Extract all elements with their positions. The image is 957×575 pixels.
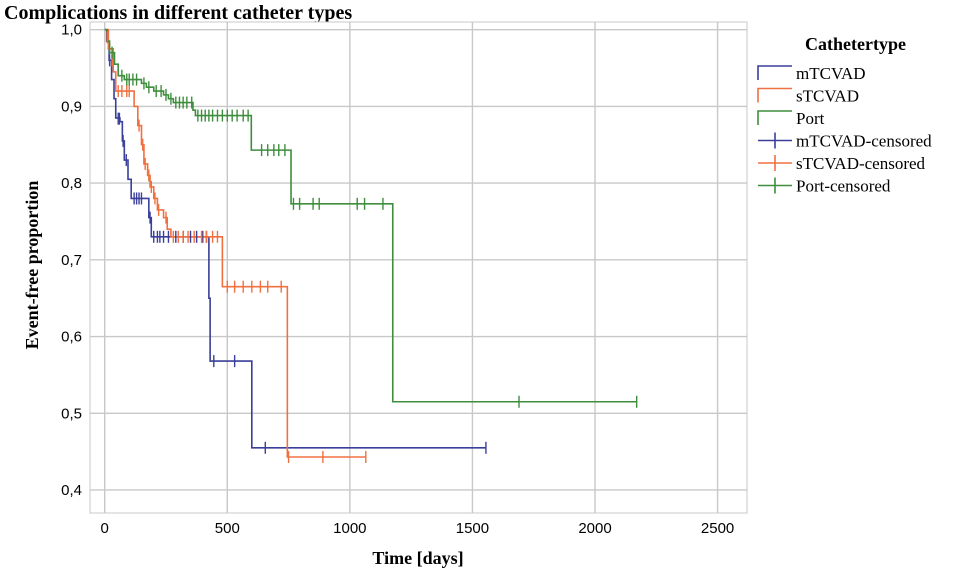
- legend-label: Port-censored: [796, 177, 891, 196]
- chart-title: Complications in different catheter type…: [4, 2, 353, 24]
- grid: [90, 22, 747, 513]
- legend-swatch-line: [757, 65, 792, 80]
- y-tick-label: 1,0: [61, 22, 82, 39]
- series-line: [104, 28, 637, 403]
- x-axis-label: Time [days]: [372, 548, 463, 568]
- x-tick-label: 0: [101, 520, 109, 537]
- legend-entry: Port: [757, 109, 825, 128]
- y-tick-label: 0,7: [61, 252, 82, 269]
- plot-area: [89, 21, 748, 514]
- y-axis-label: Event-free proportion: [22, 181, 42, 350]
- legend-entry: sTCVAD: [757, 87, 859, 106]
- y-tick-label: 0,4: [61, 482, 82, 499]
- y-tick-label: 0,6: [61, 329, 82, 346]
- legend-swatch-line: [757, 87, 792, 103]
- legend-title: Cathetertype: [805, 34, 906, 54]
- legend-label: mTCVAD: [796, 64, 866, 83]
- legend: Cathetertype mTCVAD sTCVAD Port mTCVAD-cens…: [757, 34, 932, 196]
- x-tick-label: 2000: [578, 520, 611, 537]
- y-tick-label: 0,8: [61, 175, 82, 192]
- legend-entry: sTCVAD-censored: [758, 154, 926, 173]
- legend-label: mTCVAD-censored: [796, 132, 932, 151]
- legend-label: sTCVAD: [796, 87, 859, 106]
- y-tick-label: 0,9: [61, 98, 82, 115]
- axes: 0 500 1000 1500 2000 2500 0,4 0,5 0,6 0,7 0,8 0,9 1,…: [61, 22, 734, 537]
- x-tick-label: 500: [215, 520, 240, 537]
- legend-label: Port: [796, 109, 825, 128]
- x-tick-label: 2500: [701, 520, 734, 537]
- legend-entry: Port-censored: [758, 177, 891, 196]
- x-tick-label: 1000: [333, 520, 366, 537]
- x-tick-label: 1500: [456, 520, 489, 537]
- y-tick-label: 0,5: [61, 405, 82, 422]
- legend-swatch-line: [757, 110, 792, 125]
- legend-label: sTCVAD-censored: [796, 154, 926, 173]
- legend-entry: mTCVAD-censored: [758, 132, 932, 151]
- censor-marks: [106, 31, 638, 463]
- legend-entry: mTCVAD: [757, 64, 866, 83]
